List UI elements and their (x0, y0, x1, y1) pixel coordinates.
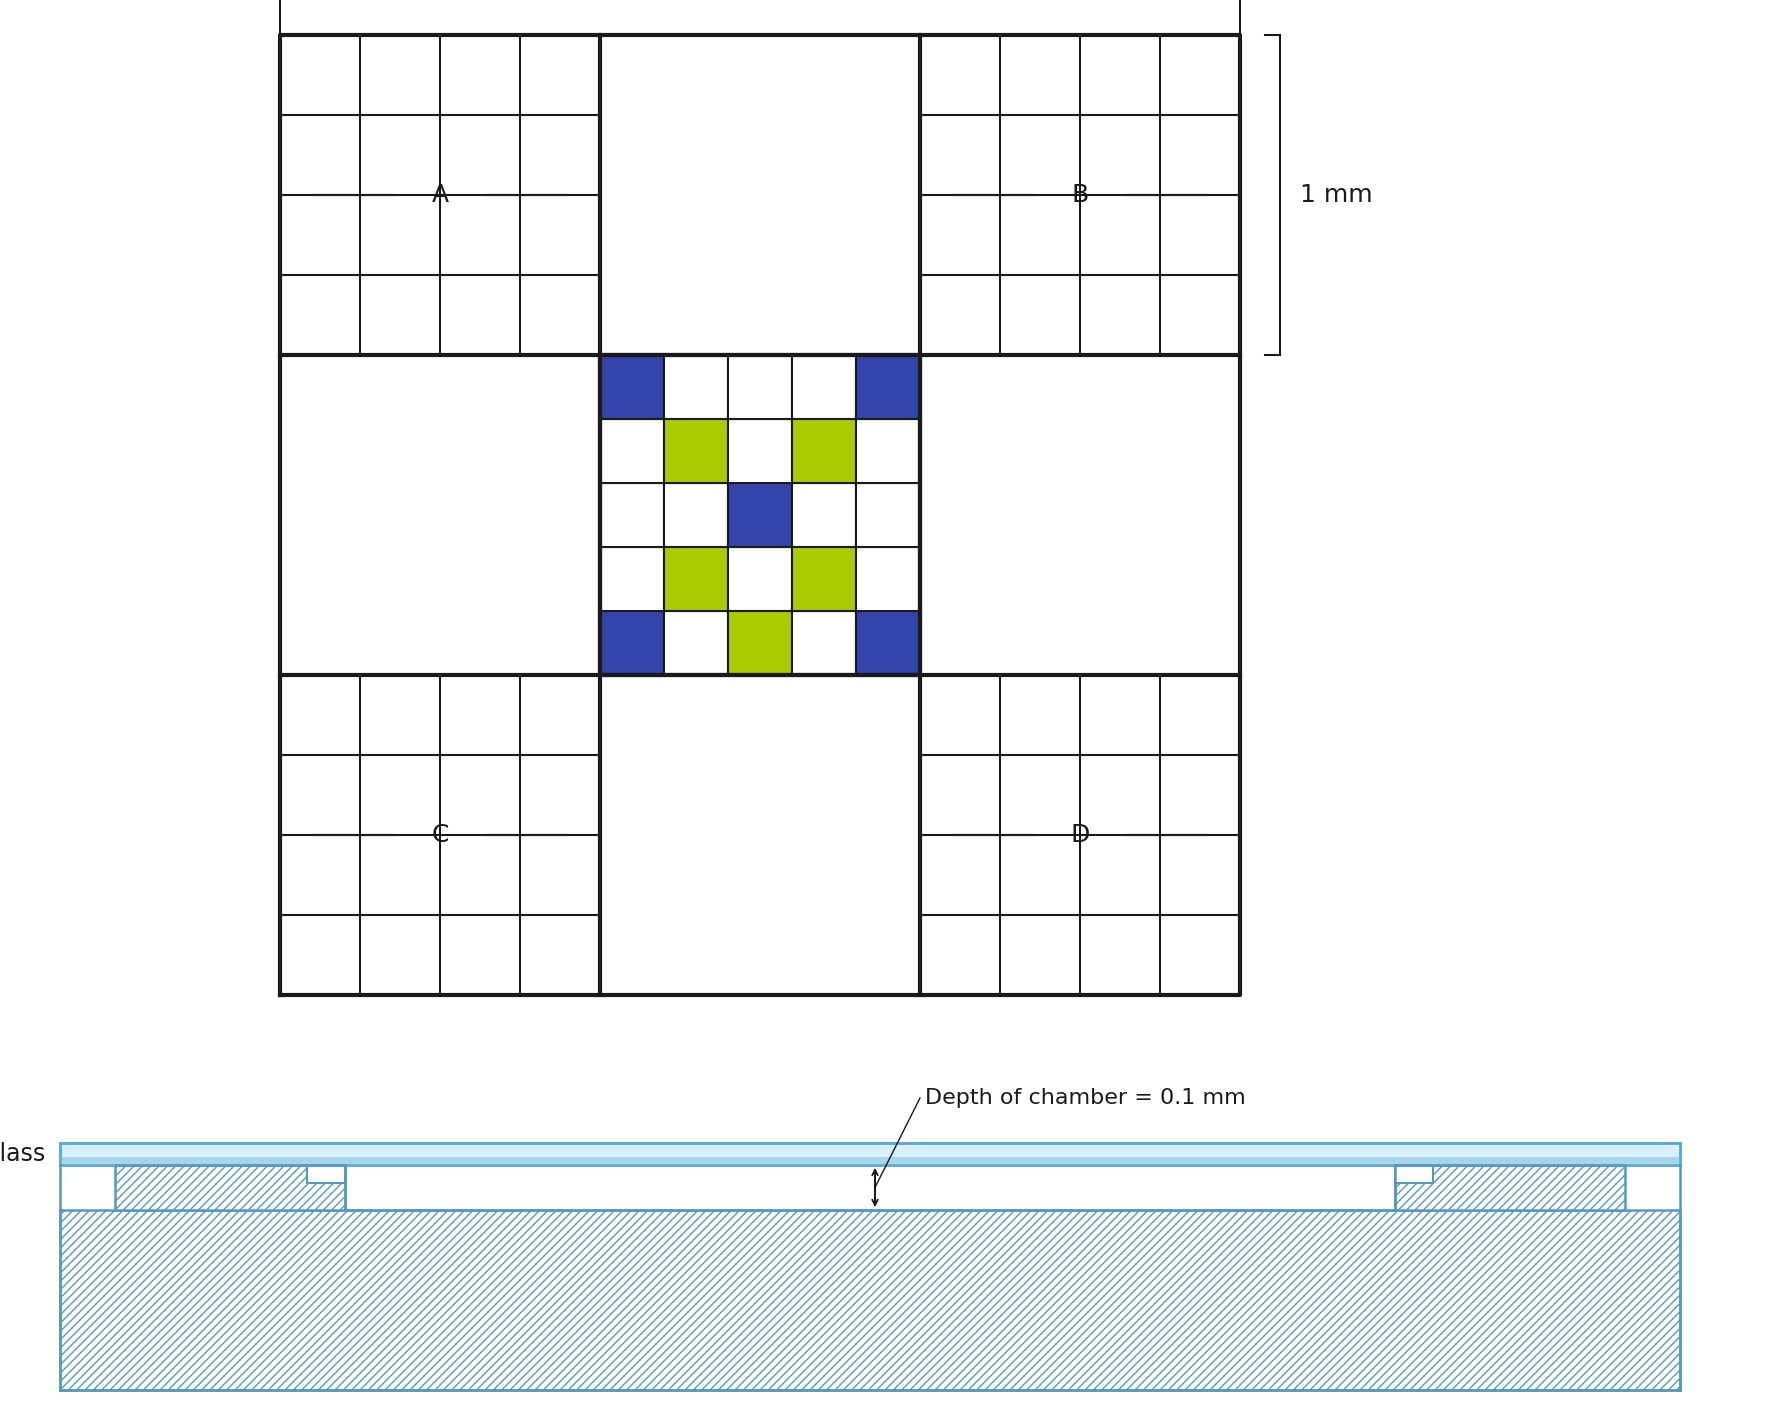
Bar (664, 548, 728, 611)
Bar (855, 355, 919, 419)
Bar (792, 611, 855, 675)
Bar (600, 419, 664, 483)
Bar (792, 483, 855, 548)
Bar (664, 611, 728, 675)
Bar (1396, 1165, 1626, 1210)
Bar (792, 355, 855, 419)
Bar (664, 419, 728, 483)
Text: C: C (432, 824, 448, 848)
Bar (1396, 1165, 1626, 1210)
Bar (1396, 1165, 1433, 1183)
Bar (728, 419, 792, 483)
Bar (600, 548, 664, 611)
Text: B: B (1071, 183, 1089, 207)
Bar (306, 1165, 345, 1183)
Text: Depth of chamber = 0.1 mm: Depth of chamber = 0.1 mm (924, 1088, 1245, 1108)
Bar (855, 611, 919, 675)
Text: D: D (1070, 824, 1089, 848)
Bar (600, 611, 664, 675)
Bar (60, 1143, 1681, 1165)
Text: Cover glass: Cover glass (0, 1142, 44, 1166)
Text: A: A (432, 183, 448, 207)
Bar (115, 1165, 345, 1210)
Bar (664, 483, 728, 548)
Text: 1 mm: 1 mm (1300, 183, 1373, 207)
Bar (600, 355, 664, 419)
Bar (855, 548, 919, 611)
Bar (728, 548, 792, 611)
Bar (60, 1210, 1681, 1390)
Bar (115, 1165, 345, 1210)
Bar (60, 1210, 1681, 1390)
Bar (792, 548, 855, 611)
Bar (728, 483, 792, 548)
Bar (792, 419, 855, 483)
Bar (855, 419, 919, 483)
Bar (664, 355, 728, 419)
Bar (728, 355, 792, 419)
Bar (855, 483, 919, 548)
Bar (600, 483, 664, 548)
Bar (728, 611, 792, 675)
Bar (60, 1157, 1681, 1165)
